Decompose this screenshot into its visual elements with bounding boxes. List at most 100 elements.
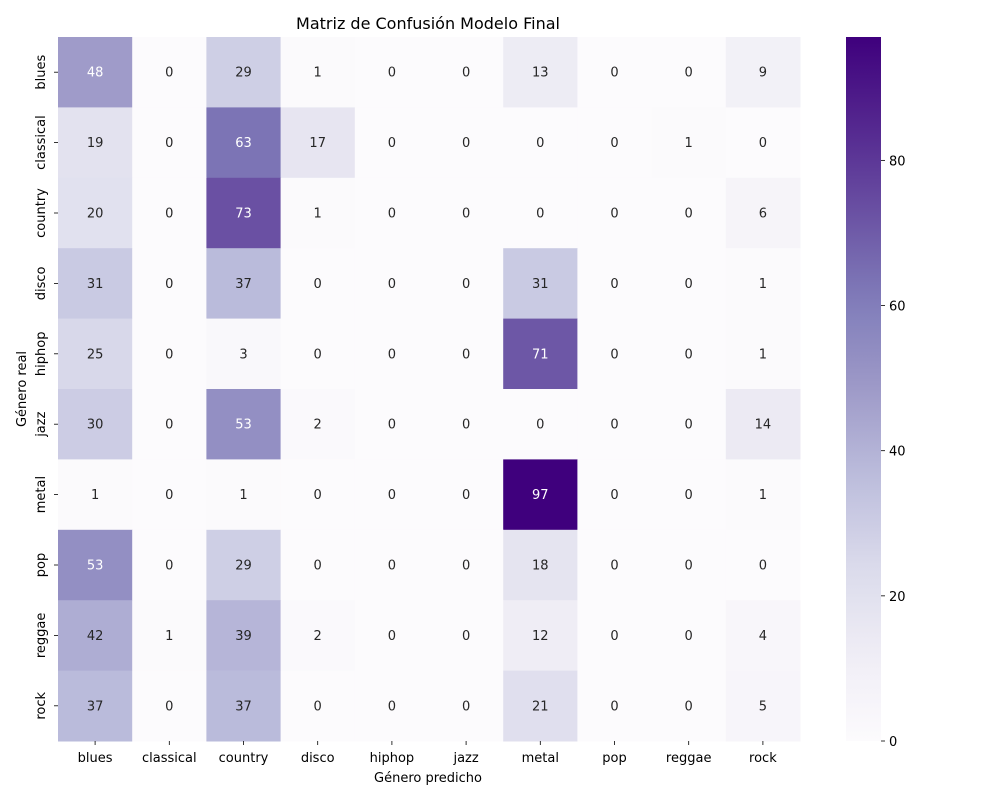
heatmap-cell bbox=[577, 529, 653, 601]
cell-value-label: 0 bbox=[165, 136, 173, 151]
heatmap-cell bbox=[651, 389, 727, 460]
heatmap-cell bbox=[429, 37, 504, 108]
cell-value-label: 19 bbox=[87, 136, 104, 151]
heatmap-cell bbox=[725, 107, 801, 179]
heatmap-cell bbox=[206, 37, 282, 108]
cell-value-label: 42 bbox=[87, 629, 104, 644]
heatmap-cell bbox=[280, 107, 356, 179]
heatmap-cell bbox=[577, 600, 653, 672]
heatmap-cell bbox=[58, 107, 133, 179]
heatmap-cell bbox=[58, 37, 133, 108]
cell-value-label: 0 bbox=[610, 136, 618, 151]
cell-value-label: 20 bbox=[87, 207, 104, 222]
cell-value-label: 3 bbox=[239, 347, 247, 362]
heatmap-cell bbox=[577, 248, 653, 320]
heatmap-cell bbox=[132, 389, 207, 460]
heatmap-cell bbox=[354, 389, 430, 460]
cell-value-label: 1 bbox=[314, 207, 322, 222]
heatmap-cell bbox=[651, 670, 727, 742]
heatmap-cell bbox=[503, 37, 578, 108]
cell-value-label: 5 bbox=[759, 699, 767, 714]
cell-value-label: 0 bbox=[462, 277, 470, 292]
heatmap-cell bbox=[503, 177, 578, 249]
cell-value-label: 29 bbox=[235, 66, 252, 81]
colorbar-gradient bbox=[846, 37, 881, 741]
cell-value-label: 0 bbox=[685, 699, 693, 714]
cell-value-label: 0 bbox=[388, 418, 396, 433]
heatmap-cells: 48 0 29 1 0 0 13 0 0 919 0 63 17 0 0 0 0 1 020 0 73 1 0 0 0 0 0 631… bbox=[58, 37, 801, 742]
cell-value-label: 0 bbox=[610, 66, 618, 81]
cell-value-label: 97 bbox=[532, 488, 549, 503]
cell-value-label: 53 bbox=[87, 559, 104, 574]
heatmap-cell bbox=[132, 318, 207, 390]
cell-value-label: 0 bbox=[610, 347, 618, 362]
cell-value-label: 0 bbox=[165, 207, 173, 222]
heatmap-cell bbox=[429, 670, 504, 742]
cell-value-label: 0 bbox=[462, 207, 470, 222]
y-tick-label: rock bbox=[34, 691, 49, 719]
cell-value-label: 1 bbox=[759, 488, 767, 503]
y-tick-label: pop bbox=[34, 553, 49, 577]
cell-value-label: 0 bbox=[165, 488, 173, 503]
heatmap-cell bbox=[503, 248, 578, 320]
cell-value-label: 0 bbox=[685, 347, 693, 362]
x-tick-label: blues bbox=[78, 751, 113, 766]
heatmap-cell bbox=[354, 600, 430, 672]
cell-value-label: 18 bbox=[532, 559, 549, 574]
cell-value-label: 0 bbox=[610, 699, 618, 714]
cell-value-label: 37 bbox=[87, 699, 104, 714]
heatmap-cell bbox=[354, 529, 430, 601]
x-tick-label: jazz bbox=[452, 751, 478, 766]
heatmap-cell bbox=[280, 529, 356, 601]
heatmap-cell bbox=[58, 248, 133, 320]
heatmap-cell bbox=[429, 107, 504, 179]
cell-value-label: 0 bbox=[610, 277, 618, 292]
cell-value-label: 0 bbox=[165, 559, 173, 574]
cell-value-label: 12 bbox=[532, 629, 549, 644]
heatmap-cell bbox=[725, 37, 801, 108]
cell-value-label: 0 bbox=[462, 66, 470, 81]
colorbar: 0 20 40 60 80 bbox=[846, 37, 906, 750]
x-tick-label: country bbox=[219, 751, 269, 766]
heatmap-cell bbox=[206, 529, 282, 601]
cell-value-label: 63 bbox=[235, 136, 252, 151]
heatmap-cell bbox=[132, 107, 207, 179]
cell-value-label: 4 bbox=[759, 629, 767, 644]
cell-value-label: 21 bbox=[532, 699, 549, 714]
cell-value-label: 0 bbox=[610, 418, 618, 433]
x-tick-label: rock bbox=[749, 751, 777, 766]
heatmap-cell bbox=[503, 670, 578, 742]
cell-value-label: 0 bbox=[314, 277, 322, 292]
y-tick-label: metal bbox=[34, 476, 49, 513]
heatmap-cell bbox=[280, 177, 356, 249]
heatmap-cell bbox=[651, 177, 727, 249]
heatmap-cell bbox=[503, 600, 578, 672]
heatmap-cell bbox=[503, 107, 578, 179]
cell-value-label: 37 bbox=[235, 277, 252, 292]
heatmap-cell bbox=[577, 177, 653, 249]
heatmap-cell bbox=[503, 529, 578, 601]
y-tick-labels: blues classical country disco hiphop jazz meta… bbox=[34, 55, 58, 720]
heatmap-cell bbox=[280, 459, 356, 531]
cell-value-label: 0 bbox=[388, 347, 396, 362]
heatmap-cell bbox=[132, 529, 207, 601]
cell-value-label: 0 bbox=[759, 559, 767, 574]
heatmap-cell bbox=[651, 37, 727, 108]
chart-title: Matriz de Confusión Modelo Final bbox=[296, 14, 560, 33]
heatmap-cell bbox=[58, 670, 133, 742]
cell-value-label: 30 bbox=[87, 418, 104, 433]
colorbar-tick-label: 40 bbox=[889, 445, 906, 460]
heatmap-cell bbox=[725, 600, 801, 672]
heatmap-cell bbox=[354, 459, 430, 531]
heatmap-cell bbox=[58, 600, 133, 672]
heatmap-cell bbox=[503, 459, 578, 531]
cell-value-label: 14 bbox=[755, 418, 772, 433]
cell-value-label: 0 bbox=[388, 136, 396, 151]
cell-value-label: 0 bbox=[536, 418, 544, 433]
heatmap-cell bbox=[280, 248, 356, 320]
cell-value-label: 17 bbox=[309, 136, 326, 151]
heatmap-cell bbox=[429, 529, 504, 601]
heatmap-cell bbox=[577, 670, 653, 742]
y-tick-label: jazz bbox=[34, 411, 49, 437]
colorbar-tick-label: 0 bbox=[889, 735, 897, 750]
